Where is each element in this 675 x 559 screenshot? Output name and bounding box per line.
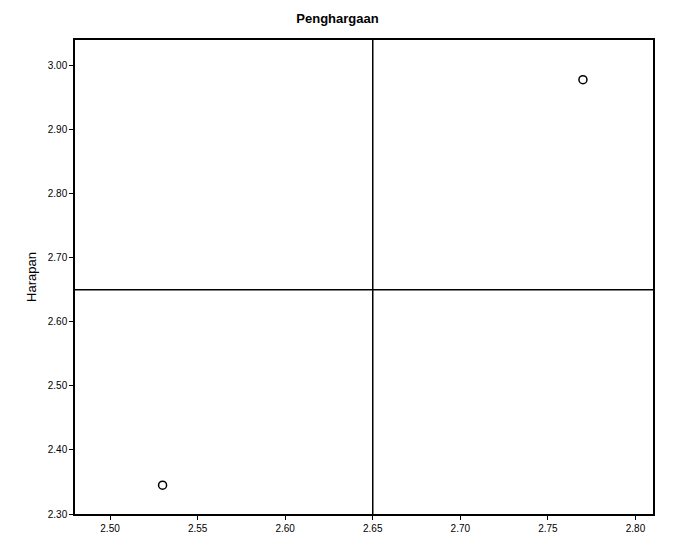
svg-text:2.65: 2.65 [363,523,383,534]
svg-text:2.90: 2.90 [48,124,68,135]
svg-text:2.50: 2.50 [100,523,120,534]
svg-text:2.70: 2.70 [48,252,68,263]
svg-text:3.00: 3.00 [48,60,68,71]
svg-text:2.30: 2.30 [48,509,68,520]
svg-text:2.60: 2.60 [275,523,295,534]
svg-text:2.60: 2.60 [48,316,68,327]
svg-text:Penghargaan: Penghargaan [296,11,378,26]
svg-text:2.80: 2.80 [626,523,646,534]
svg-text:2.55: 2.55 [188,523,208,534]
svg-text:2.70: 2.70 [451,523,471,534]
svg-text:2.80: 2.80 [48,188,68,199]
svg-text:2.40: 2.40 [48,444,68,455]
svg-text:2.50: 2.50 [48,380,68,391]
svg-text:Harapan: Harapan [24,252,39,302]
svg-text:2.75: 2.75 [538,523,558,534]
